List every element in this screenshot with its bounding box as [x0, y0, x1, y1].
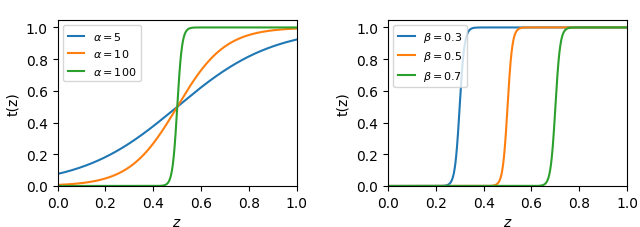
- $\alpha = 5$: [242, 57, 250, 60]
- $\alpha = 100$: [261, 27, 269, 30]
- $\beta = 0.5$: [616, 27, 624, 30]
- $\beta = 0.7$: [572, 27, 580, 30]
- $\beta = 0.5$: [494, 182, 502, 185]
- X-axis label: $z$: $z$: [503, 215, 513, 227]
- $\beta = 0.3$: [384, 185, 392, 188]
- $\beta = 0.3$: [573, 27, 580, 30]
- $\beta = 0.5$: [572, 27, 580, 30]
- $\beta = 0.7$: [500, 185, 508, 188]
- Legend: $\beta = 0.3$, $\beta = 0.5$, $\beta = 0.7$: $\beta = 0.3$, $\beta = 0.5$, $\beta = 0…: [394, 26, 467, 88]
- X-axis label: $z$: $z$: [172, 215, 182, 227]
- $\beta = 0.7$: [494, 185, 502, 188]
- $\beta = 0.3$: [396, 185, 404, 188]
- $\beta = 0.3$: [623, 27, 631, 30]
- $\beta = 0.5$: [500, 153, 508, 156]
- $\beta = 0.3$: [494, 27, 502, 30]
- Line: $\beta = 0.5$: $\beta = 0.5$: [388, 28, 627, 186]
- Line: $\alpha = 10$: $\alpha = 10$: [58, 29, 297, 185]
- $\alpha = 100$: [286, 27, 294, 30]
- Y-axis label: t(z): t(z): [337, 91, 351, 115]
- $\beta = 0.5$: [623, 27, 631, 30]
- $\beta = 0.5$: [616, 27, 624, 30]
- $\alpha = 100$: [54, 185, 61, 188]
- $\alpha = 10$: [54, 184, 61, 186]
- $\alpha = 5$: [66, 170, 74, 172]
- $\alpha = 100$: [170, 153, 178, 156]
- Legend: $\alpha = 5$, $\alpha = 10$, $\alpha = 100$: $\alpha = 5$, $\alpha = 10$, $\alpha = 1…: [63, 26, 141, 82]
- $\alpha = 10$: [293, 28, 301, 31]
- Y-axis label: t(z): t(z): [6, 91, 20, 115]
- $\alpha = 100$: [293, 27, 301, 30]
- $\beta = 0.7$: [616, 27, 624, 30]
- $\alpha = 100$: [66, 185, 74, 188]
- $\alpha = 5$: [293, 39, 301, 42]
- $\beta = 0.7$: [623, 27, 631, 30]
- $\alpha = 10$: [286, 28, 294, 31]
- $\beta = 0.3$: [544, 27, 552, 30]
- $\beta = 0.5$: [591, 27, 599, 30]
- $\alpha = 5$: [170, 109, 178, 111]
- $\beta = 0.3$: [616, 27, 624, 30]
- $\beta = 0.7$: [396, 185, 404, 188]
- $\alpha = 10$: [66, 183, 74, 186]
- $\alpha = 10$: [242, 35, 250, 38]
- $\beta = 0.5$: [396, 185, 404, 188]
- $\beta = 0.7$: [616, 27, 624, 30]
- $\alpha = 5$: [164, 114, 172, 116]
- $\alpha = 10$: [170, 111, 178, 114]
- $\alpha = 5$: [286, 41, 294, 43]
- $\beta = 0.5$: [384, 185, 392, 188]
- Line: $\beta = 0.7$: $\beta = 0.7$: [388, 28, 627, 186]
- $\alpha = 100$: [242, 27, 250, 30]
- Line: $\alpha = 100$: $\alpha = 100$: [58, 28, 297, 186]
- $\beta = 0.7$: [384, 185, 392, 188]
- $\alpha = 5$: [286, 41, 294, 43]
- $\alpha = 100$: [164, 182, 172, 185]
- Line: $\alpha = 5$: $\alpha = 5$: [58, 40, 297, 174]
- $\beta = 0.3$: [616, 27, 624, 30]
- $\alpha = 5$: [54, 173, 61, 175]
- $\beta = 0.3$: [500, 27, 508, 30]
- $\alpha = 10$: [286, 28, 294, 31]
- Line: $\beta = 0.3$: $\beta = 0.3$: [388, 28, 627, 186]
- $\alpha = 10$: [164, 121, 172, 124]
- $\alpha = 100$: [286, 27, 294, 30]
